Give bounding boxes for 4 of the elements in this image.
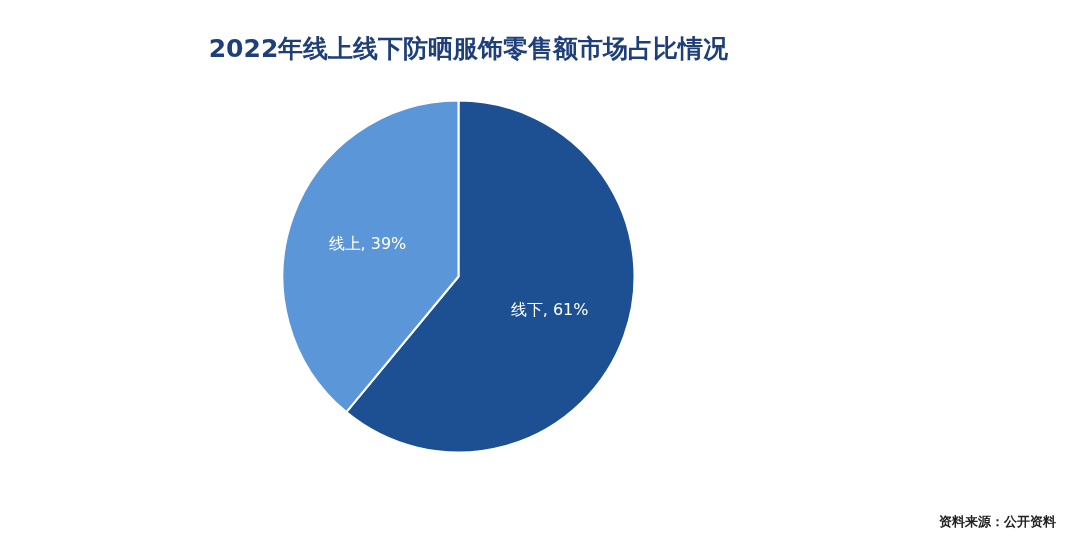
slice-label: 线上, 39% xyxy=(328,234,407,254)
text: 资料来源：公开资料 xyxy=(938,513,1056,529)
slice-label: 线下, 61% xyxy=(510,299,589,319)
chart-title: 2022年线上线下防晒服饰零售额市场占比情况 xyxy=(208,33,730,63)
